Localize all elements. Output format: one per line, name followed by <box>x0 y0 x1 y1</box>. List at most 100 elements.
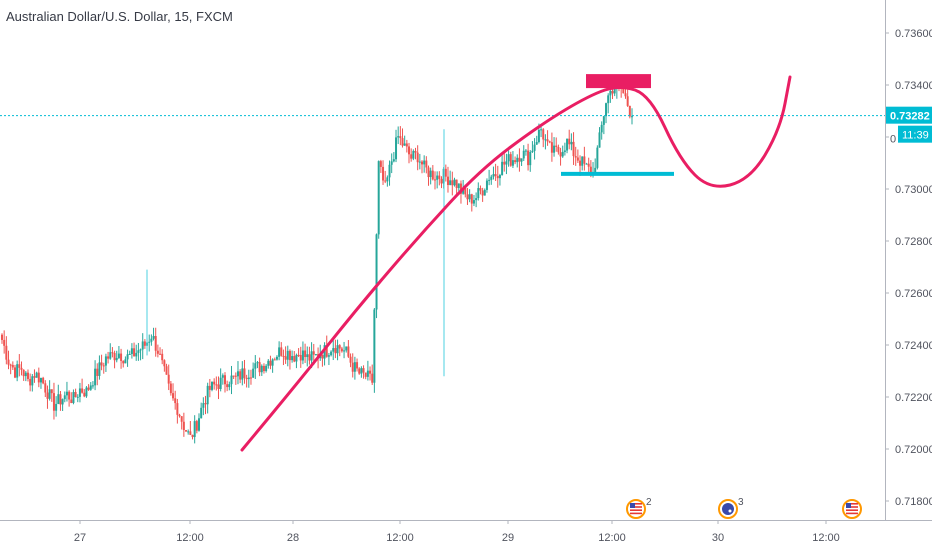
candle-body <box>537 129 540 143</box>
candle <box>104 353 107 372</box>
candle-body <box>254 363 257 369</box>
candle <box>631 108 633 125</box>
candle-body <box>516 157 519 163</box>
candle <box>369 366 372 381</box>
price-tick-label: 0.72400 <box>895 340 932 352</box>
candle-body <box>44 383 47 393</box>
candle <box>286 345 289 367</box>
candle-body <box>566 138 569 151</box>
flag-stripe <box>846 512 858 515</box>
candle-body <box>624 93 627 97</box>
candle-body <box>321 354 324 359</box>
candle-body <box>94 368 97 386</box>
candle <box>24 371 27 382</box>
candle-body <box>226 384 229 388</box>
candle <box>600 121 603 140</box>
projection-curve[interactable] <box>240 75 792 452</box>
candle-body <box>403 143 406 146</box>
candle <box>358 367 361 375</box>
au-flag-icon[interactable]: 3 <box>718 497 744 519</box>
candle-body <box>522 150 525 159</box>
candle <box>265 364 268 373</box>
candle <box>509 151 512 167</box>
candle-body <box>418 161 421 163</box>
candle <box>81 378 84 394</box>
candle <box>388 160 391 186</box>
candle-body <box>169 383 172 394</box>
candle-body <box>63 395 66 400</box>
candle <box>83 389 86 398</box>
candle <box>351 353 354 378</box>
candle-body <box>332 348 335 352</box>
candle <box>5 336 8 365</box>
us-flag-icon[interactable]: 2 <box>626 497 652 519</box>
candle-body <box>594 167 597 173</box>
drawings-layer[interactable] <box>0 74 885 452</box>
candle <box>262 363 265 374</box>
candle <box>401 128 404 148</box>
candle <box>180 416 183 430</box>
candle-body <box>438 175 441 179</box>
us-flag-icon[interactable] <box>842 499 862 519</box>
candle-body <box>256 362 259 364</box>
candle-body <box>431 170 434 180</box>
candle-body <box>366 370 369 377</box>
candle <box>373 307 376 393</box>
candle <box>20 361 23 376</box>
candle-body <box>345 346 348 351</box>
candle <box>174 390 177 410</box>
candle-body <box>230 375 233 385</box>
candle-body <box>180 416 183 422</box>
candle <box>26 369 29 382</box>
candle-body <box>609 90 612 96</box>
candle-body <box>412 150 415 159</box>
candle <box>410 148 413 162</box>
candle-body <box>509 154 512 166</box>
candle-body <box>239 371 242 380</box>
candle-body <box>544 139 547 141</box>
candle-body <box>349 356 352 363</box>
candle-body <box>280 347 283 356</box>
price-tick-label: 0.71800 <box>895 496 932 508</box>
candle-body <box>481 190 484 196</box>
candle <box>163 359 166 372</box>
candle <box>397 126 400 145</box>
candle <box>427 165 430 186</box>
candle-body <box>165 366 168 375</box>
candle <box>408 142 411 164</box>
candle <box>288 349 291 370</box>
candle-body <box>247 377 250 380</box>
resistance-box[interactable] <box>586 74 651 89</box>
candle <box>524 149 527 156</box>
candle <box>542 128 545 148</box>
flag-stripe <box>630 506 642 508</box>
candle <box>89 382 92 391</box>
candle <box>72 389 75 405</box>
candle <box>553 137 556 157</box>
candle <box>133 342 136 357</box>
partial-price-label: 0 <box>890 134 896 146</box>
candle-body <box>533 144 536 151</box>
candle <box>223 372 226 393</box>
candle-body <box>507 154 510 162</box>
candle-body <box>33 376 36 378</box>
candle-body <box>174 398 177 404</box>
candle-body <box>85 387 88 397</box>
candle-body <box>550 142 553 153</box>
candle <box>360 366 363 378</box>
candle-body <box>265 365 268 372</box>
candle <box>527 143 530 171</box>
candle <box>254 355 257 379</box>
candle <box>206 382 209 414</box>
candle <box>91 381 94 389</box>
candle-body <box>414 150 417 153</box>
candle-body <box>122 360 125 364</box>
candle-body <box>622 88 625 94</box>
candle-body <box>440 178 443 184</box>
candle <box>440 176 443 189</box>
candle <box>256 360 259 369</box>
candle-body <box>284 356 287 360</box>
